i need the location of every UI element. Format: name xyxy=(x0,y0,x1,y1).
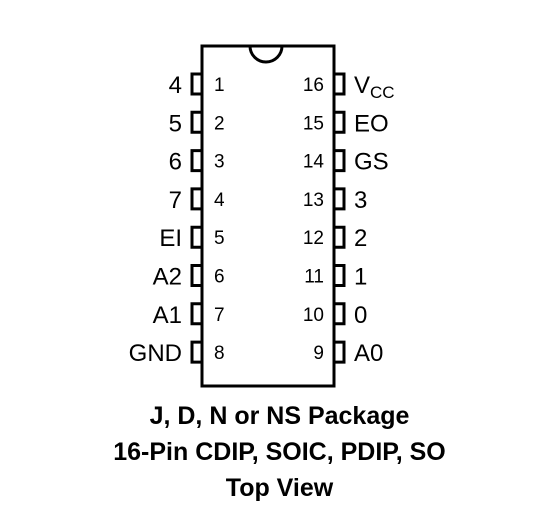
pin-stub-left xyxy=(190,149,202,173)
caption-pins: 16-Pin CDIP, SOIC, PDIP, SO xyxy=(113,438,446,466)
caption-package: J, D, N or NS Package xyxy=(149,402,410,430)
pin-name-left: 4 xyxy=(169,72,182,99)
pin-number-right: 16 xyxy=(303,75,324,96)
pin-stub-left xyxy=(190,72,202,96)
pin-number-left: 8 xyxy=(214,343,225,364)
pin-stub-right xyxy=(334,110,346,134)
pin-name-left: A2 xyxy=(153,264,182,291)
pin-number-left: 7 xyxy=(214,305,225,326)
pin-number-right: 11 xyxy=(304,267,324,288)
pin-name-left: A1 xyxy=(153,302,182,329)
pin-stub-left xyxy=(190,340,202,364)
pin-number-left: 3 xyxy=(214,152,225,173)
pin-name-right: 1 xyxy=(354,264,367,291)
left-pins: 4 1 5 2 6 3 7 4 EI 5 A2 6 A1 7 GND 8 xyxy=(129,72,225,367)
pin-number-right: 10 xyxy=(303,305,324,326)
pin-name-right: A0 xyxy=(354,340,383,367)
pin-stub-right xyxy=(334,264,346,287)
pin-number-left: 4 xyxy=(214,190,225,211)
pin-number-left: 5 xyxy=(214,228,225,249)
pin-number-right: 14 xyxy=(303,152,325,173)
pin-name-right: 0 xyxy=(354,302,367,329)
pin-name-subscript: CC xyxy=(370,83,395,102)
pin-number-left: 1 xyxy=(214,75,225,96)
pin-name-left: EI xyxy=(159,225,182,252)
pin-name-left: 7 xyxy=(169,187,182,214)
pin-number-left: 2 xyxy=(214,113,225,134)
chip-notch xyxy=(248,45,284,64)
pin-name-right: 2 xyxy=(354,225,367,252)
pin-stub-left xyxy=(190,302,202,326)
pin-name-left: 6 xyxy=(169,149,182,176)
pin-stub-left xyxy=(190,225,202,249)
pin-stub-left xyxy=(190,187,202,211)
pin-stub-right xyxy=(334,302,346,326)
pin-stub-right xyxy=(334,149,346,173)
pin-stub-left xyxy=(190,264,202,287)
pin-name-left: 5 xyxy=(169,110,182,137)
pin-name-right: 3 xyxy=(354,187,367,214)
pin-name-right: GS xyxy=(354,149,389,176)
pin-name-right: VCC xyxy=(354,72,395,102)
pin-number-left: 6 xyxy=(214,267,225,288)
pin-number-right: 15 xyxy=(303,113,324,134)
chip-body xyxy=(200,44,336,388)
caption-view: Top View xyxy=(225,474,334,502)
pin-stub-left xyxy=(190,110,202,134)
clipped-heading xyxy=(0,0,28,6)
pin-stub-right xyxy=(334,225,346,249)
pin-number-right: 13 xyxy=(303,190,324,211)
pin-name-left: GND xyxy=(129,340,182,367)
pin-stub-right xyxy=(334,340,346,364)
pin-number-right: 9 xyxy=(313,343,324,364)
pin-stub-right xyxy=(334,187,346,211)
pin-stub-right xyxy=(334,72,346,96)
pin-name-right: EO xyxy=(354,110,389,137)
pin-number-right: 12 xyxy=(303,228,324,249)
